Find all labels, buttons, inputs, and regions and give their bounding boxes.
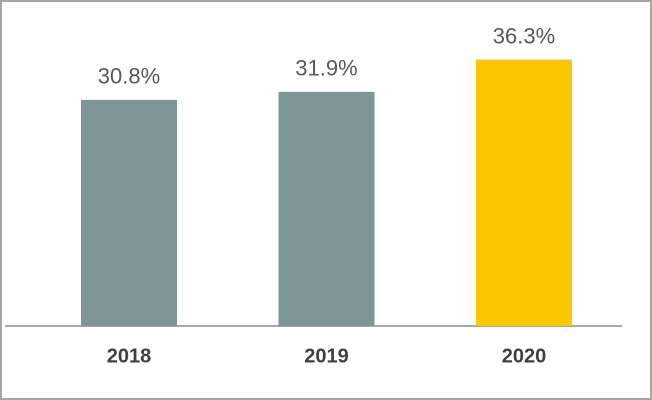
- data-label: 30.8%: [98, 64, 160, 89]
- data-label: 36.3%: [493, 23, 555, 48]
- x-tick-label: 2019: [304, 345, 349, 367]
- data-label: 31.9%: [295, 56, 357, 81]
- bar: [476, 59, 572, 327]
- bar: [278, 91, 375, 326]
- x-tick-label: 2018: [107, 345, 152, 367]
- x-tick-label: 2020: [502, 345, 547, 367]
- bar: [81, 99, 177, 326]
